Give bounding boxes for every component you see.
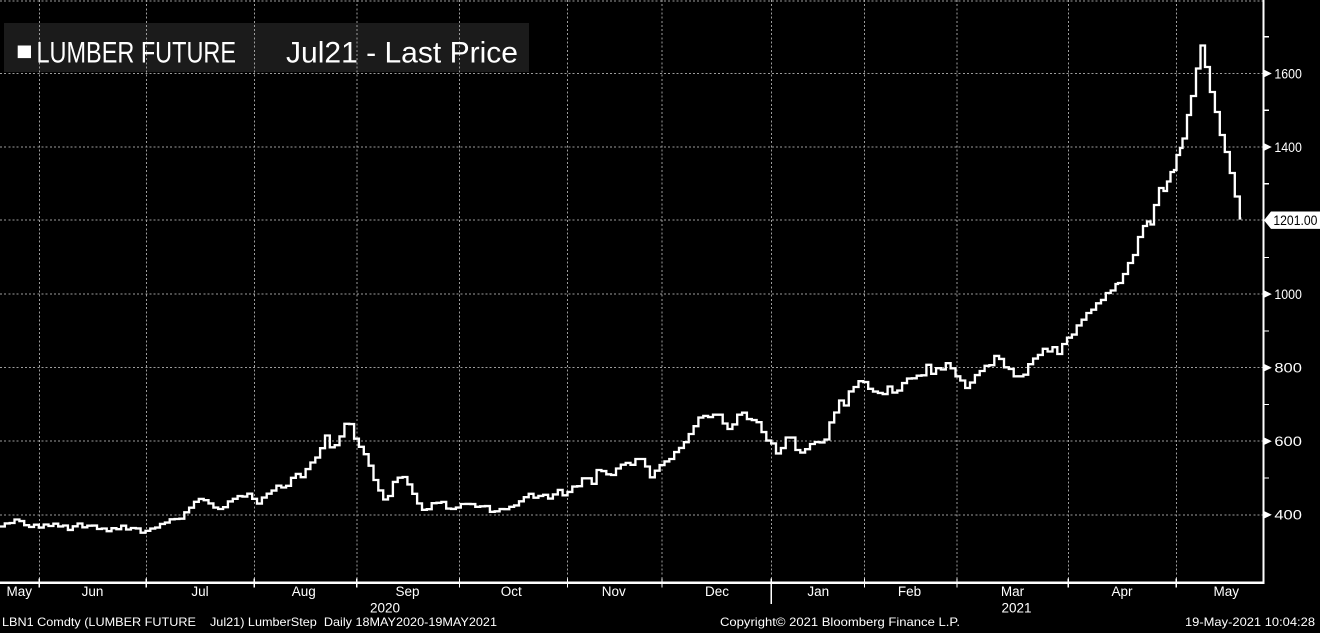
svg-text:Jun: Jun	[82, 584, 104, 599]
svg-text:Feb: Feb	[898, 584, 921, 599]
svg-text:Jan: Jan	[807, 584, 829, 599]
svg-text:May: May	[1214, 584, 1240, 599]
svg-text:Mar: Mar	[1001, 584, 1025, 599]
svg-text:1400: 1400	[1274, 140, 1302, 155]
svg-text:LBN1 Comdty (LUMBER FUTURE: LBN1 Comdty (LUMBER FUTURE Jul21) Lumber…	[2, 615, 497, 629]
svg-text:Nov: Nov	[602, 584, 626, 599]
svg-text:2020: 2020	[370, 601, 400, 616]
svg-text:Aug: Aug	[292, 584, 316, 599]
svg-text:Oct: Oct	[501, 584, 522, 599]
svg-text:Copyright© 2021 Bloomberg Fina: Copyright© 2021 Bloomberg Finance L.P.	[720, 615, 960, 629]
svg-text:Jul: Jul	[191, 584, 208, 599]
svg-text:400: 400	[1274, 508, 1302, 523]
svg-text:Jul21 - Last Price: Jul21 - Last Price	[286, 37, 518, 70]
svg-text:2021: 2021	[1001, 601, 1031, 616]
svg-text:800: 800	[1274, 361, 1302, 376]
svg-text:LUMBER FUTURE: LUMBER FUTURE	[37, 37, 237, 70]
svg-text:19-May-2021 10:04:28: 19-May-2021 10:04:28	[1185, 615, 1315, 629]
svg-text:May: May	[7, 584, 33, 599]
svg-text:Apr: Apr	[1111, 584, 1133, 599]
svg-text:1201.00: 1201.00	[1273, 213, 1317, 228]
svg-text:1600: 1600	[1274, 66, 1302, 81]
svg-text:600: 600	[1274, 434, 1302, 449]
svg-text:Sep: Sep	[395, 584, 419, 599]
svg-text:1000: 1000	[1274, 287, 1302, 302]
svg-text:Dec: Dec	[705, 584, 729, 599]
